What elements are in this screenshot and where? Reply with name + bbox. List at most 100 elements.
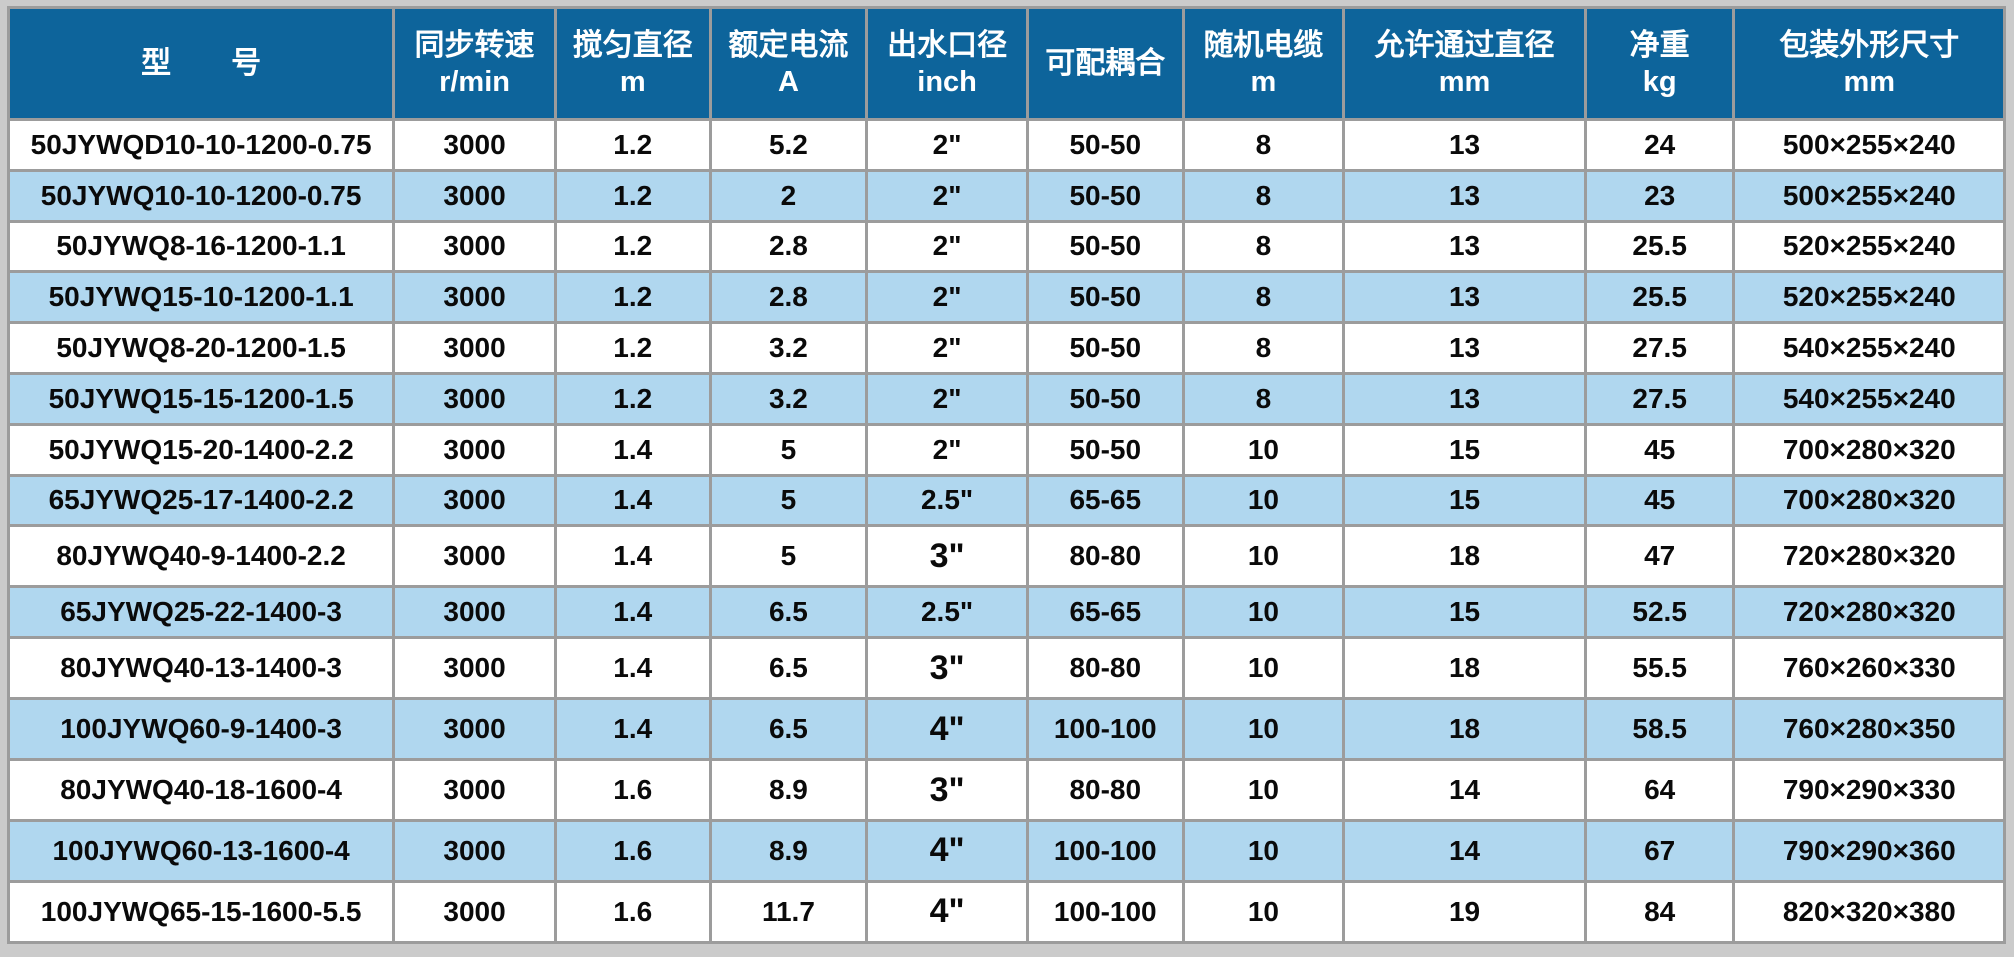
coupling-cell: 50-50 bbox=[1025, 371, 1185, 426]
rated-current-cell: 5 bbox=[708, 422, 869, 477]
passable-diameter-cell: 13 bbox=[1342, 371, 1587, 426]
net-weight-cell: 52.5 bbox=[1583, 585, 1736, 640]
header-label: 净重 bbox=[1629, 28, 1690, 62]
table-row: 80JYWQ40-18-1600-4 3000 1.6 8.9 3" 80-80… bbox=[6, 758, 2006, 822]
header-label: 可配耦合 bbox=[1045, 46, 1166, 80]
outlet-diameter-cell: 2.5" bbox=[865, 585, 1029, 640]
passable-diameter-cell: 13 bbox=[1342, 118, 1587, 172]
model-cell: 100JYWQ65-15-1600-5.5 bbox=[6, 879, 396, 945]
model-cell: 65JYWQ25-17-1400-2.2 bbox=[6, 473, 396, 528]
coupling-cell: 50-50 bbox=[1025, 422, 1185, 477]
cable-length-cell: 8 bbox=[1181, 219, 1346, 274]
rated-current-cell: 11.7 bbox=[708, 879, 869, 945]
column-header-coupling: 可配耦合 bbox=[1025, 6, 1185, 121]
cable-length-cell: 10 bbox=[1181, 473, 1346, 528]
column-header-rated-current: 额定电流 A bbox=[708, 6, 869, 121]
mix-diameter-cell: 1.2 bbox=[553, 219, 712, 274]
net-weight-cell: 47 bbox=[1583, 524, 1736, 589]
passable-diameter-cell: 18 bbox=[1342, 524, 1587, 589]
speed-cell: 3000 bbox=[392, 219, 557, 274]
rated-current-cell: 6.5 bbox=[708, 636, 869, 701]
outlet-diameter-cell: 2" bbox=[865, 219, 1029, 274]
mix-diameter-cell: 1.4 bbox=[553, 473, 712, 528]
table-row: 100JYWQ60-13-1600-4 3000 1.6 8.9 4" 100-… bbox=[6, 818, 2006, 883]
model-cell: 100JYWQ60-9-1400-3 bbox=[6, 697, 396, 762]
mix-diameter-cell: 1.2 bbox=[553, 270, 712, 325]
outlet-diameter-cell: 3" bbox=[865, 758, 1029, 822]
coupling-cell: 100-100 bbox=[1025, 818, 1185, 883]
mix-diameter-cell: 1.2 bbox=[553, 168, 712, 223]
passable-diameter-cell: 13 bbox=[1342, 168, 1587, 223]
cable-length-cell: 8 bbox=[1181, 168, 1346, 223]
passable-diameter-cell: 13 bbox=[1342, 321, 1587, 375]
rated-current-cell: 2 bbox=[708, 168, 869, 223]
passable-diameter-cell: 15 bbox=[1342, 585, 1587, 640]
column-header-outlet-diameter: 出水口径 inch bbox=[865, 6, 1029, 121]
passable-diameter-cell: 18 bbox=[1342, 636, 1587, 701]
passable-diameter-cell: 13 bbox=[1342, 219, 1587, 274]
rated-current-cell: 5 bbox=[708, 524, 869, 589]
mix-diameter-cell: 1.4 bbox=[553, 636, 712, 701]
coupling-cell: 65-65 bbox=[1025, 585, 1185, 640]
header-unit: m bbox=[1250, 65, 1277, 98]
header-unit: A bbox=[777, 65, 799, 98]
cable-length-cell: 10 bbox=[1181, 697, 1346, 762]
pump-spec-table: 型 号 同步转速 r/min 搅匀直径 m 额定电流 A 出水口径 in bbox=[6, 6, 2006, 945]
model-cell: 65JYWQ25-22-1400-3 bbox=[6, 585, 396, 640]
package-size-cell: 500×255×240 bbox=[1732, 118, 2006, 172]
header-unit: inch bbox=[917, 65, 977, 98]
mix-diameter-cell: 1.4 bbox=[553, 422, 712, 477]
speed-cell: 3000 bbox=[392, 636, 557, 701]
package-size-cell: 760×280×350 bbox=[1732, 697, 2006, 762]
package-size-cell: 520×255×240 bbox=[1732, 219, 2006, 274]
net-weight-cell: 27.5 bbox=[1583, 321, 1736, 375]
net-weight-cell: 45 bbox=[1583, 422, 1736, 477]
column-header-cable-length: 随机电缆 m bbox=[1181, 6, 1346, 121]
table-row: 80JYWQ40-9-1400-2.2 3000 1.4 5 3" 80-80 … bbox=[6, 524, 2006, 589]
table-row: 50JYWQ15-15-1200-1.5 3000 1.2 3.2 2" 50-… bbox=[6, 371, 2006, 426]
net-weight-cell: 58.5 bbox=[1583, 697, 1736, 762]
speed-cell: 3000 bbox=[392, 758, 557, 822]
header-unit: mm bbox=[1438, 65, 1491, 98]
speed-cell: 3000 bbox=[392, 422, 557, 477]
table-row: 50JYWQ15-20-1400-2.2 3000 1.4 5 2" 50-50… bbox=[6, 422, 2006, 477]
header-label: 型 号 bbox=[141, 46, 262, 80]
outlet-diameter-cell: 2" bbox=[865, 371, 1029, 426]
mix-diameter-cell: 1.4 bbox=[553, 697, 712, 762]
cable-length-cell: 8 bbox=[1181, 118, 1346, 172]
header-label: 随机电缆 bbox=[1203, 28, 1324, 62]
table-body: 50JYWQD10-10-1200-0.75 3000 1.2 5.2 2" 5… bbox=[6, 118, 2006, 945]
coupling-cell: 80-80 bbox=[1025, 758, 1185, 822]
passable-diameter-cell: 15 bbox=[1342, 473, 1587, 528]
rated-current-cell: 8.9 bbox=[708, 758, 869, 822]
column-header-model: 型 号 bbox=[6, 6, 396, 121]
mix-diameter-cell: 1.2 bbox=[553, 371, 712, 426]
model-cell: 50JYWQ10-10-1200-0.75 bbox=[6, 168, 396, 223]
outlet-diameter-cell: 2" bbox=[865, 270, 1029, 325]
outlet-diameter-cell: 3" bbox=[865, 524, 1029, 589]
header-label: 允许通过直径 bbox=[1374, 28, 1555, 62]
passable-diameter-cell: 14 bbox=[1342, 818, 1587, 883]
coupling-cell: 80-80 bbox=[1025, 524, 1185, 589]
coupling-cell: 50-50 bbox=[1025, 219, 1185, 274]
mix-diameter-cell: 1.4 bbox=[553, 585, 712, 640]
coupling-cell: 50-50 bbox=[1025, 270, 1185, 325]
package-size-cell: 500×255×240 bbox=[1732, 168, 2006, 223]
speed-cell: 3000 bbox=[392, 321, 557, 375]
model-cell: 50JYWQD10-10-1200-0.75 bbox=[6, 118, 396, 172]
cable-length-cell: 10 bbox=[1181, 879, 1346, 945]
model-cell: 80JYWQ40-13-1400-3 bbox=[6, 636, 396, 701]
mix-diameter-cell: 1.2 bbox=[553, 118, 712, 172]
outlet-diameter-cell: 2.5" bbox=[865, 473, 1029, 528]
rated-current-cell: 2.8 bbox=[708, 219, 869, 274]
outlet-diameter-cell: 4" bbox=[865, 697, 1029, 762]
table-header: 型 号 同步转速 r/min 搅匀直径 m 额定电流 A 出水口径 in bbox=[6, 6, 2006, 121]
mix-diameter-cell: 1.6 bbox=[553, 758, 712, 822]
speed-cell: 3000 bbox=[392, 879, 557, 945]
header-row: 型 号 同步转速 r/min 搅匀直径 m 额定电流 A 出水口径 in bbox=[6, 6, 2006, 121]
column-header-speed: 同步转速 r/min bbox=[392, 6, 557, 121]
table-row: 100JYWQ65-15-1600-5.5 3000 1.6 11.7 4" 1… bbox=[6, 879, 2006, 945]
column-header-mix-diameter: 搅匀直径 m bbox=[553, 6, 712, 121]
passable-diameter-cell: 14 bbox=[1342, 758, 1587, 822]
header-label: 搅匀直径 bbox=[572, 28, 693, 62]
